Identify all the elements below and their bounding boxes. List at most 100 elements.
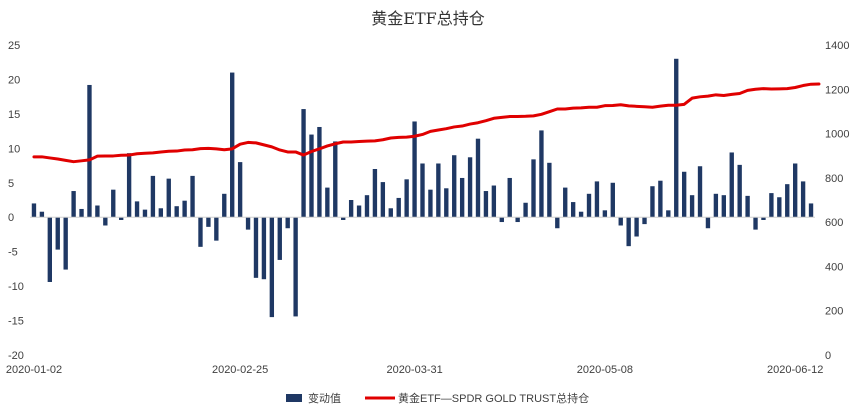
bar: [578, 211, 584, 218]
bar: [563, 187, 568, 218]
bar: [95, 205, 100, 218]
bar: [126, 153, 132, 218]
right-axis-ticks: 1400 1200 1000 800 600 400 200 0: [825, 40, 849, 362]
bar: [396, 197, 401, 218]
left-tick-label: 25: [8, 40, 20, 52]
bar: [388, 208, 393, 218]
bar: [642, 217, 647, 225]
bar: [808, 203, 814, 218]
bar: [55, 217, 60, 250]
x-tick-label: 2020-02-25: [212, 364, 268, 376]
bar: [570, 202, 576, 218]
bar: [761, 217, 766, 220]
bar: [753, 217, 758, 230]
bar: [666, 210, 671, 218]
bar: [404, 179, 409, 218]
bar: [523, 202, 528, 218]
bar: [214, 217, 219, 241]
left-tick-label: 20: [8, 74, 20, 86]
left-tick-label: 5: [8, 178, 14, 190]
x-axis-ticks: 2020-01-02 2020-02-25 2020-03-31 2020-05-08…: [6, 364, 823, 376]
bar: [674, 58, 679, 218]
right-tick-label: 600: [825, 217, 843, 229]
right-tick-label: 1000: [825, 129, 849, 141]
bar: [87, 84, 92, 218]
bar: [713, 193, 719, 218]
bar: [475, 138, 481, 218]
bar: [769, 193, 774, 218]
left-tick-label: -20: [8, 350, 24, 362]
bar: [436, 163, 441, 218]
bar: [420, 163, 425, 218]
bar: [602, 210, 608, 218]
bar: [555, 217, 560, 229]
bar: [459, 177, 465, 218]
bar: [785, 184, 790, 218]
legend-line-label: 黄金ETF—SPDR GOLD TRUST总持仓: [398, 391, 589, 405]
bar: [721, 195, 726, 218]
bar-series: [31, 58, 814, 318]
bar: [63, 217, 68, 270]
bar: [793, 163, 798, 218]
bar: [309, 134, 314, 218]
x-tick-label: 2020-05-08: [577, 364, 633, 376]
bar: [348, 200, 354, 218]
bar: [634, 217, 639, 237]
bar: [39, 211, 45, 218]
bar: [380, 182, 386, 218]
bar: [507, 177, 512, 218]
bar: [364, 195, 370, 218]
bar: [103, 217, 108, 226]
bar: [737, 164, 742, 218]
right-tick-label: 200: [825, 306, 843, 318]
bar: [428, 189, 433, 218]
bar: [230, 72, 235, 218]
bar: [79, 208, 84, 218]
bar: [111, 189, 116, 218]
x-tick-label: 2020-01-02: [6, 364, 62, 376]
bar: [269, 217, 275, 318]
bar: [745, 195, 750, 218]
bar: [547, 162, 552, 218]
bar: [491, 185, 497, 218]
bar: [705, 217, 711, 229]
right-tick-label: 1200: [825, 84, 849, 96]
x-tick-label: 2020-06-12: [767, 364, 823, 376]
bar: [539, 130, 544, 218]
bar: [317, 126, 322, 218]
bar: [174, 206, 179, 218]
bar: [610, 182, 615, 218]
bar: [47, 217, 52, 282]
bar: [31, 203, 37, 218]
right-tick-label: 400: [825, 261, 843, 273]
bar: [594, 181, 600, 218]
bar: [618, 217, 623, 226]
bar: [650, 186, 655, 218]
bar: [158, 208, 164, 218]
bar: [285, 217, 290, 229]
bar: [681, 171, 687, 218]
bar: [356, 205, 362, 218]
left-tick-label: -5: [8, 247, 18, 259]
chart-title: 黄金ETF总持仓: [371, 9, 484, 28]
bar: [515, 217, 520, 223]
legend-bar-swatch: [286, 394, 302, 402]
left-tick-label: 15: [8, 109, 20, 121]
bar: [237, 162, 243, 218]
bar: [626, 217, 631, 247]
legend-bar-label: 变动值: [308, 391, 341, 405]
bar: [372, 169, 378, 218]
bar: [119, 217, 124, 220]
bar: [499, 217, 504, 223]
bar: [467, 157, 473, 218]
x-tick-label: 2020-03-31: [386, 364, 442, 376]
holding-line: [32, 82, 821, 164]
bar: [277, 217, 282, 260]
bar: [412, 121, 417, 218]
bar: [206, 217, 211, 227]
bar: [222, 193, 227, 218]
legend: 变动值 黄金ETF—SPDR GOLD TRUST总持仓: [286, 391, 589, 405]
bar: [325, 187, 330, 218]
bar: [301, 109, 306, 218]
